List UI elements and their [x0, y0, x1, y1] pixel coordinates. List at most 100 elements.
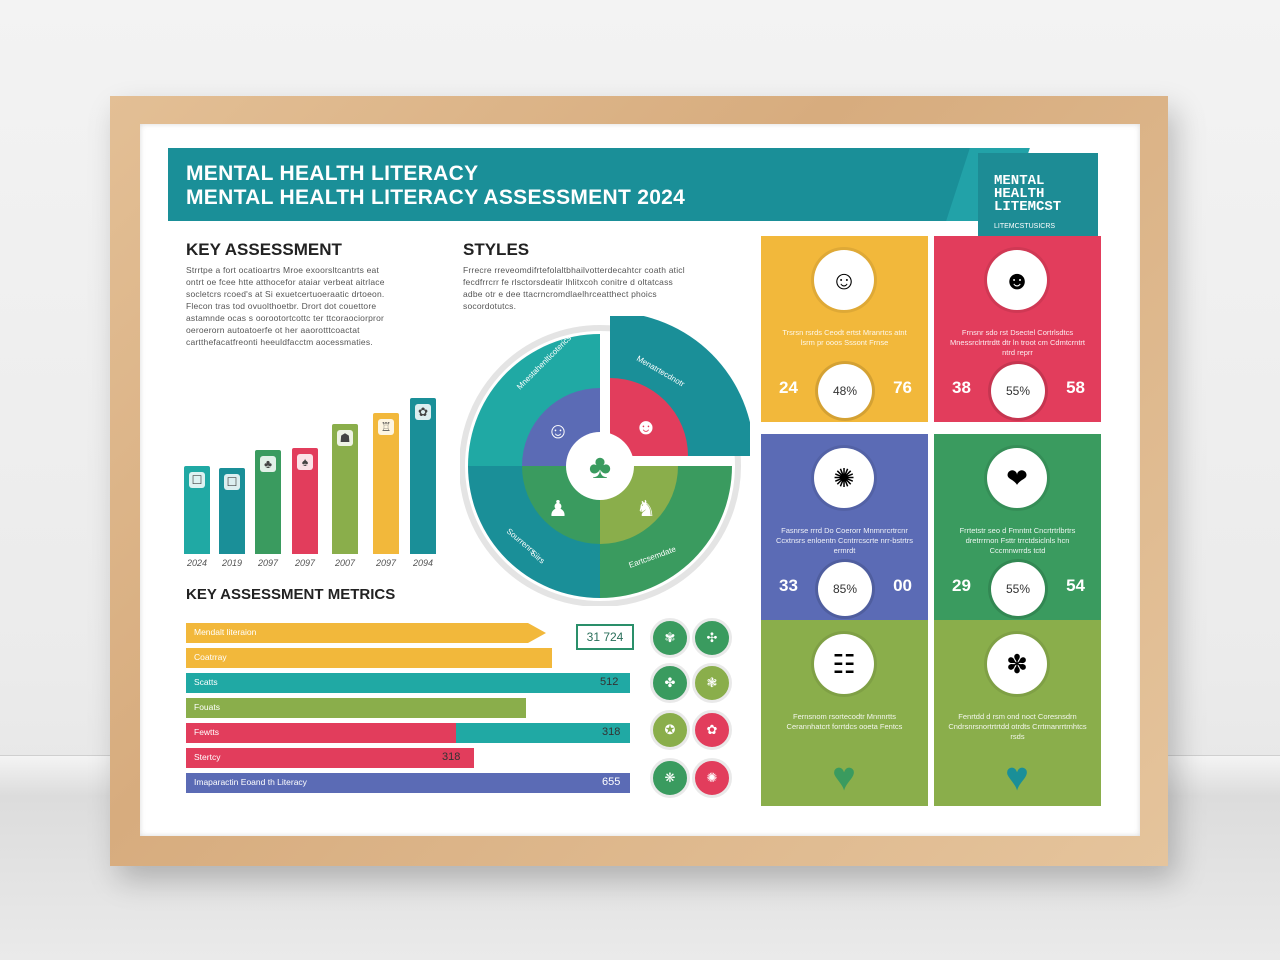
- stat-tile: ❤ Frrtetstr seo d Fmntnt Cncrtrtrlbrtrs …: [934, 434, 1101, 620]
- text-line: socordotutcs.: [463, 301, 517, 311]
- stat-tile: ✽ Fenrtdd d rsm ond noct Coresnsdrn Cndr…: [934, 620, 1101, 806]
- title-banner: MENTAL HEALTH LITERACY MENTAL HEALTH LIT…: [168, 148, 973, 221]
- bar-label: 2097: [375, 558, 397, 568]
- bar-label: 2024: [186, 558, 208, 568]
- center-circle: [566, 432, 634, 500]
- metric-row: Stertcy 318: [186, 748, 474, 768]
- tile-text: Fernsnom rsortecodtr Mnnnrtts Cerannhatc…: [786, 712, 903, 731]
- key-assessment-text: Strrtpe a fort ocatioartrs Mroe exoorslt…: [186, 264, 441, 348]
- heart-icon: ♥: [1005, 755, 1029, 799]
- brain-icon: ✺: [692, 758, 732, 798]
- metric-label: Mendalt literaion: [194, 627, 257, 637]
- logo-text: MENTAL HEALTH LITEMCST: [994, 173, 1062, 215]
- bar-icon: ☐: [224, 474, 240, 490]
- bar-label: 2007: [334, 558, 356, 568]
- logo-subtext: LITEMCSTUSICRS: [994, 223, 1056, 230]
- donut-shadow-ring: [460, 325, 741, 606]
- tile-text: Fasnrse rrrd Do Coerorr Mnmnrcrtrcnr Ccx…: [775, 526, 914, 555]
- bar: ♠: [292, 448, 318, 554]
- text-line: fecdfrrcrr fe rlsctorsdeatir lhlitxcoh c…: [463, 277, 674, 287]
- bar-label: 2097: [294, 558, 316, 568]
- text-line: Flecon tras tod ovuolthoetbr. Drort dot …: [186, 301, 377, 311]
- tile-right-value: 58: [1066, 378, 1085, 397]
- title-line-2: MENTAL HEALTH LITERACY ASSESSMENT 2024: [186, 186, 686, 209]
- metric-row: Fewtts: [186, 723, 456, 743]
- tile-percent: 55%: [991, 364, 1045, 418]
- tile-text: Trsrsn rsrds Ceodt ertst Mranrtcs atnt l…: [782, 328, 907, 347]
- styles-heading: STYLES: [463, 240, 530, 259]
- metric-value: 512: [600, 676, 619, 688]
- puzzle-icon: ✣: [692, 618, 732, 658]
- metric-row: Coatrray: [186, 648, 552, 668]
- tile-text: Frrtetstr seo d Fmntnt Cncrtrtrlbrtrs dr…: [959, 526, 1076, 555]
- brain-icon: ✺: [814, 448, 874, 508]
- metric-label: Imaparactin Eoand th Literacy: [194, 777, 307, 787]
- brain-icon: ✾: [650, 618, 690, 658]
- metric-label: Fewtts: [194, 727, 220, 737]
- logo-badge: MENTAL HEALTH LITEMCST LITEMCSTUSICRS: [978, 153, 1098, 245]
- globe-icon: ❃: [692, 663, 732, 703]
- infographic: MENTAL HEALTH LITERACY MENTAL HEALTH LIT…: [168, 148, 1112, 820]
- metric-badge: 31 724: [576, 624, 634, 650]
- bar: ♣: [255, 450, 281, 554]
- care-icon: ♞: [636, 496, 656, 521]
- tile-left-value: 24: [779, 378, 798, 397]
- bar-icon: ♠: [297, 454, 313, 470]
- metric-row: Fouats: [186, 698, 526, 718]
- tile-left-value: 29: [952, 576, 971, 595]
- styles-text: Frrecre rreveomdifrtefolaltbhailvotterde…: [463, 264, 753, 312]
- donut-graphic: ♣ ☺ ☻ ♟ ♞ Mnestahenlticoterics Menatrtec…: [460, 316, 750, 606]
- stat-tile: ☺ Trsrsn rsrds Ceodt ertst Mranrtcs atnt…: [761, 236, 928, 422]
- clipboard-icon: ☷: [814, 634, 874, 694]
- gears-icon: ✿: [692, 710, 732, 750]
- bar: ♖: [373, 413, 399, 554]
- bar-label: 2097: [257, 558, 279, 568]
- title-line-1: MENTAL HEALTH LITERACY: [186, 162, 479, 185]
- people-icon: ☺: [547, 418, 569, 443]
- tile-percent: 55%: [991, 562, 1045, 616]
- inner-segment-red: [610, 378, 688, 456]
- metric-row: Scatts 512: [186, 673, 630, 693]
- tile-percent: 85%: [818, 562, 872, 616]
- head-icon: ✪: [650, 710, 690, 750]
- text-line: ontrt oe fcee htte atthocefor ataiar ver…: [186, 277, 385, 287]
- bar: ☐: [184, 466, 210, 554]
- metric-label: Coatrray: [194, 652, 227, 662]
- bar-icon: ☐: [189, 472, 205, 488]
- bar: ✿: [410, 398, 436, 554]
- people-icon: ✤: [650, 663, 690, 703]
- tree-icon: ♣: [589, 448, 611, 486]
- heart-icon: ♥: [832, 755, 856, 799]
- bar-icon: ♖: [378, 419, 394, 435]
- metric-row: Mendalt literaion: [186, 623, 546, 643]
- bar-label: 2019: [221, 558, 243, 568]
- bar-label: 2094: [412, 558, 434, 568]
- metric-label: Scatts: [194, 677, 218, 687]
- heart-care-icon: ❤: [987, 448, 1047, 508]
- key-assessment-heading: KEY ASSESSMENT: [186, 240, 342, 259]
- tile-right-value: 54: [1066, 576, 1085, 595]
- metric-label: Stertcy: [194, 752, 221, 762]
- thinking-person-icon: ☻: [987, 250, 1047, 310]
- tile-left-value: 33: [779, 576, 798, 595]
- bar-graphic: ☐ ☐ ♣ ♠ ☗ ♖ ✿ 2024 2019 2097 2097 2007 2…: [182, 398, 442, 568]
- tile-right-value: 00: [893, 576, 912, 595]
- poster-paper: MENTAL HEALTH LITERACY MENTAL HEALTH LIT…: [140, 124, 1140, 836]
- text-line: adbe otr e dee ttacrncromdlaelhrceatthec…: [463, 289, 657, 299]
- metric-value: 318: [602, 726, 621, 738]
- bar: ☐: [219, 468, 245, 554]
- bar-icon: ✿: [415, 404, 431, 420]
- tile-right-value: 76: [893, 378, 912, 397]
- person-icon: ☺: [814, 250, 874, 310]
- text-line: socletcrs rcoed's at Si exuetcertuoeraat…: [186, 289, 385, 299]
- group-icon: ♟: [548, 496, 568, 521]
- metric-label: Fouats: [194, 702, 220, 712]
- network-icon: ❋: [650, 758, 690, 798]
- metric-value: 655: [602, 776, 621, 788]
- tile-text: Fenrtdd d rsm ond noct Coresnsdrn Cndrsn…: [948, 712, 1087, 741]
- tile-percent: 48%: [818, 364, 872, 418]
- text-line: oeroerorn autoatoerfe ot her aaorotttcoa…: [186, 325, 360, 335]
- text-line: Strrtpe a fort ocatioartrs Mroe exoorslt…: [186, 265, 380, 275]
- stat-tile: ✺ Fasnrse rrrd Do Coerorr Mnmnrcrtrcnr C…: [761, 434, 928, 620]
- tile-text: Frnsnr sdo rst Dsectel Cortrlsdtcs Mness…: [949, 328, 1086, 357]
